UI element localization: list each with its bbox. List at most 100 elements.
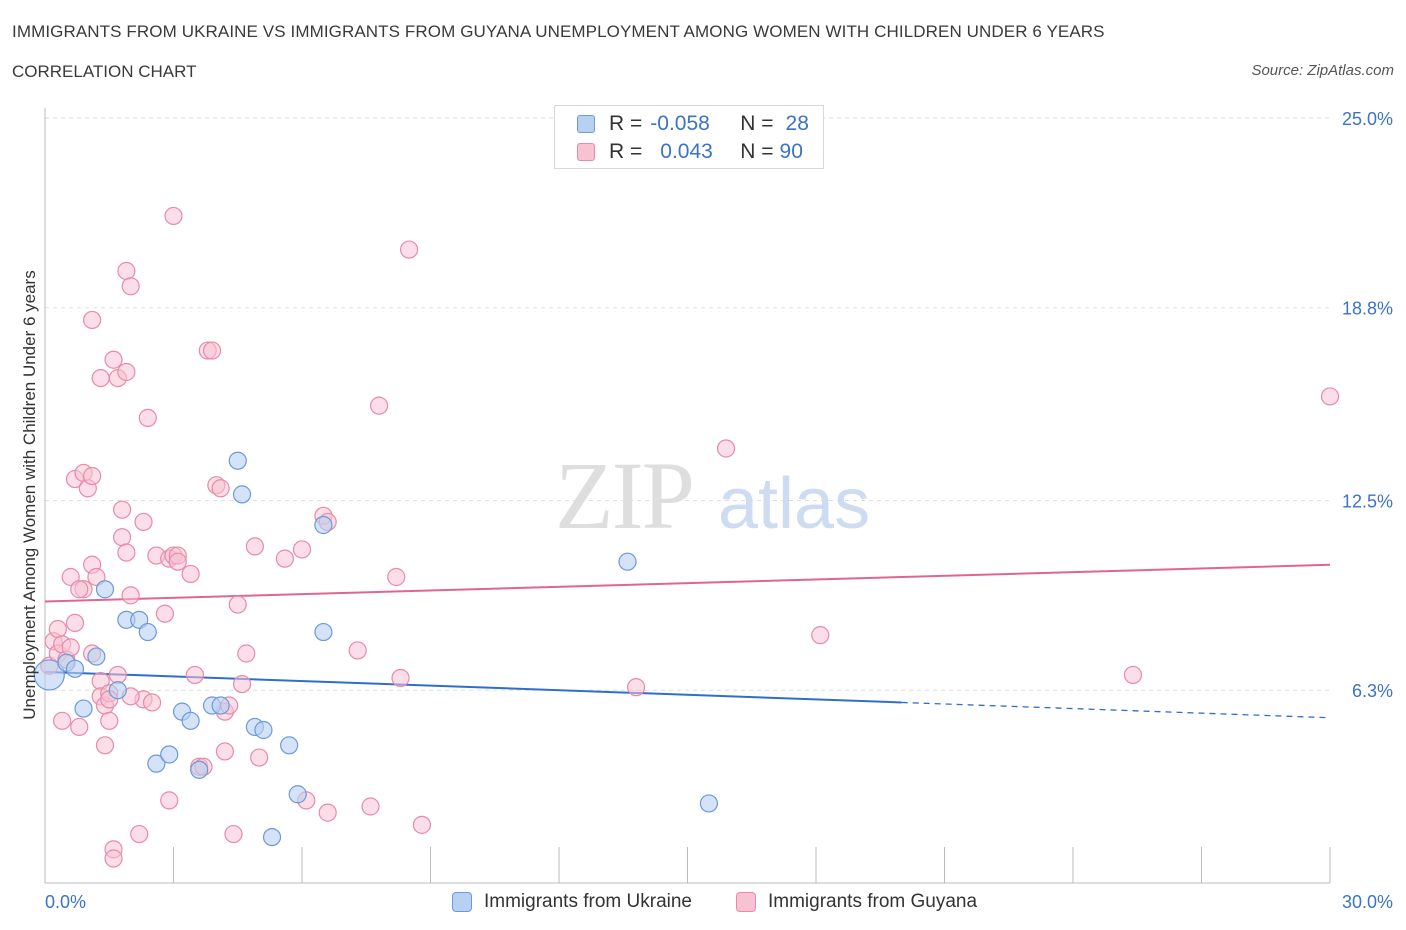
point-guyana <box>237 644 256 663</box>
point-guyana <box>399 240 419 259</box>
point-ukraine <box>232 485 252 504</box>
point-guyana <box>121 277 140 296</box>
bottom-legend-label-guyana: Immigrants from Guyana <box>768 891 978 912</box>
point-guyana <box>202 341 222 360</box>
point-ukraine <box>618 552 637 571</box>
point-guyana <box>275 549 294 568</box>
point-guyana <box>387 567 406 587</box>
legend-row-ukraine: R = -0.058 N = 28 <box>577 112 809 136</box>
point-ukraine <box>160 745 179 764</box>
legend-n-value-guyana: 90 <box>779 140 803 163</box>
point-ukraine <box>108 681 127 700</box>
axes <box>44 108 1331 884</box>
point-guyana <box>626 678 646 697</box>
legend-swatch-guyana <box>577 143 595 161</box>
legend-swatch-ukraine <box>577 115 595 133</box>
point-ukraine <box>314 515 333 535</box>
bottom-legend-label-ukraine: Immigrants from Ukraine <box>484 891 692 912</box>
point-guyana <box>48 619 67 639</box>
y-tick-label: 18.8% <box>1342 299 1393 319</box>
point-ukraine <box>211 696 230 715</box>
series-ukraine-points <box>33 451 719 847</box>
bottom-legend-swatch-guyana <box>736 892 756 912</box>
bottom-legend-ukraine: Immigrants from Ukraine <box>452 889 692 915</box>
point-guyana <box>117 362 136 382</box>
correlation-legend: R = -0.058 N = 28 R = 0.043 N = 90 <box>554 105 824 169</box>
watermark: ZIP atlas <box>555 442 870 549</box>
point-ukraine <box>65 659 85 678</box>
tick-labels: 6.3% 12.5% 18.8% 25.0% 0.0% 30.0% <box>45 109 1393 912</box>
point-guyana <box>121 586 140 605</box>
point-guyana <box>112 528 132 547</box>
point-guyana <box>134 512 153 532</box>
point-ukraine <box>181 711 200 730</box>
trend-line-ukraine <box>44 670 902 704</box>
point-guyana <box>1123 665 1143 685</box>
point-ukraine <box>314 622 333 642</box>
point-ukraine <box>262 827 282 847</box>
y-tick-label: 6.3% <box>1352 681 1393 701</box>
point-guyana <box>70 717 89 737</box>
point-guyana <box>245 537 264 556</box>
legend-r-value-ukraine: -0.058 <box>650 112 710 135</box>
point-ukraine <box>147 754 166 773</box>
point-guyana <box>83 466 102 486</box>
trend-lines <box>44 563 1331 719</box>
point-ukraine <box>699 794 719 813</box>
bottom-legend-guyana: Immigrants from Guyana <box>736 889 977 915</box>
point-guyana <box>250 748 269 767</box>
point-guyana <box>211 479 230 498</box>
point-ukraine <box>95 580 115 599</box>
y-axis-label: Unemployment Among Women with Children U… <box>20 270 39 720</box>
point-ukraine <box>87 647 106 666</box>
point-guyana <box>348 641 367 660</box>
legend-r-label: R = <box>609 140 643 163</box>
point-guyana <box>370 396 389 415</box>
point-guyana <box>142 693 162 712</box>
source-label: Source: ZipAtlas.com <box>1251 62 1394 79</box>
point-guyana <box>1320 387 1340 406</box>
point-guyana <box>53 711 72 730</box>
point-guyana <box>228 595 247 614</box>
point-guyana <box>108 665 127 685</box>
legend-n-label: N = <box>740 112 774 135</box>
point-ukraine <box>288 785 307 804</box>
point-guyana <box>104 849 123 868</box>
point-guyana <box>215 742 234 761</box>
point-guyana <box>112 500 132 519</box>
point-guyana <box>232 674 252 694</box>
point-ukraine <box>228 451 247 470</box>
point-guyana <box>811 626 830 645</box>
trend-line-guyana <box>44 563 1331 603</box>
point-guyana <box>95 736 115 755</box>
point-guyana <box>361 797 380 816</box>
chart-title: IMMIGRANTS FROM UKRAINE VS IMMIGRANTS FR… <box>12 22 1105 41</box>
point-ukraine <box>190 760 209 779</box>
watermark-zip: ZIP <box>555 442 693 549</box>
point-ukraine <box>33 659 65 691</box>
watermark-atlas: atlas <box>718 464 870 544</box>
point-guyana <box>181 564 200 584</box>
legend-r-value-guyana: 0.043 <box>660 140 713 163</box>
point-guyana <box>130 824 149 844</box>
point-ukraine <box>74 699 93 718</box>
point-guyana <box>83 310 102 330</box>
legend-r-label: R = <box>609 112 643 135</box>
chart-subtitle: CORRELATION CHART <box>12 62 197 81</box>
point-guyana <box>185 665 205 685</box>
point-guyana <box>65 613 85 633</box>
point-guyana <box>70 580 89 599</box>
point-guyana <box>224 824 243 844</box>
point-guyana <box>292 540 312 559</box>
point-guyana <box>318 803 337 822</box>
point-guyana <box>168 552 187 571</box>
point-guyana <box>716 439 736 458</box>
point-guyana <box>412 815 432 834</box>
point-ukraine <box>280 736 299 755</box>
point-guyana <box>164 206 183 226</box>
legend-n-value-ukraine: 28 <box>785 112 809 135</box>
point-guyana <box>138 408 157 427</box>
trend-line-ukraine-extrapolated <box>901 701 1331 719</box>
y-tick-label: 25.0% <box>1342 109 1393 129</box>
